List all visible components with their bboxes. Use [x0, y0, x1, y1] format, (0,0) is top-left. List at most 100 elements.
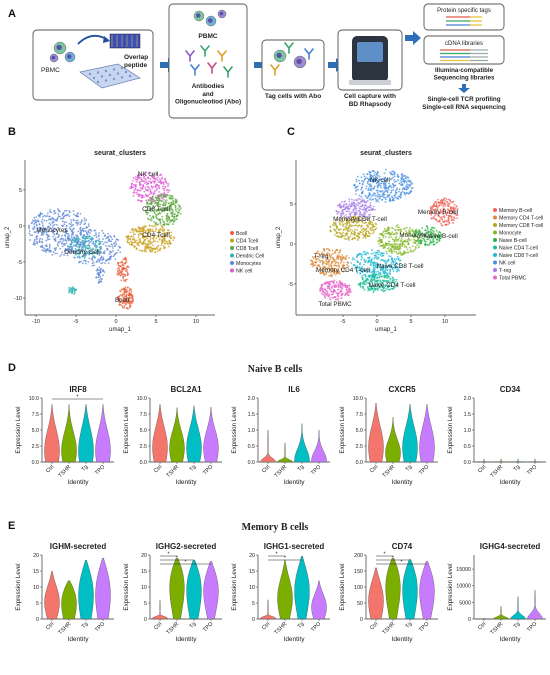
bcell-point [121, 272, 123, 274]
monocytes-point [73, 256, 76, 259]
c-nk-cell-point [406, 187, 409, 189]
c-treg-point [353, 205, 356, 208]
c-nk-cell-point [368, 177, 371, 180]
monocytes-point [48, 243, 51, 246]
cd8-tcell-point [162, 201, 165, 204]
c-nk-cell-point [370, 187, 373, 190]
nk-cell-point [167, 189, 169, 191]
umap-c-legend-item: Memory B-cell [499, 208, 532, 214]
tag-antibody-icon [284, 42, 294, 54]
c-treg-point [372, 205, 375, 208]
bcell-point [120, 299, 123, 302]
c-nk-cell-point [383, 186, 385, 189]
c-naive-cd8-point [386, 268, 389, 271]
bcell-point [128, 296, 131, 299]
c-treg-point [335, 210, 338, 213]
c-monocyte-point [411, 245, 414, 248]
monocytes-point [33, 222, 36, 225]
monocytes-point [48, 238, 51, 241]
c-treg-point [338, 204, 341, 207]
violin-e-violin [476, 618, 492, 620]
c-naive-cd8-point [393, 258, 396, 261]
c-memory-cd8-point [351, 221, 353, 223]
c-memory-cd4-point [312, 257, 315, 260]
c-memory-b-point [446, 212, 449, 215]
c-memory-cd8-point [360, 231, 363, 234]
tag-antibody-icon [270, 64, 280, 76]
cd8-tcell-point [157, 208, 160, 210]
bcell-point [124, 280, 126, 282]
violin-d-group-label: Ctrl [45, 464, 55, 474]
c-monocyte-point [400, 254, 402, 256]
c-nk-cell-point [385, 179, 388, 181]
c-naive-cd8-point [395, 262, 398, 264]
monocytes-point [83, 217, 86, 220]
monocytes-point [72, 231, 74, 234]
c-nk-cell-point [368, 198, 371, 201]
dendric-cell-point [91, 251, 94, 254]
c-monocyte-point [406, 231, 409, 234]
c-naive-cd8-point [375, 256, 378, 258]
monocytes-point [82, 262, 84, 265]
c-naive-cd4-point [370, 280, 373, 283]
nk-cell-point [137, 195, 140, 198]
c-memory-cd8-point [357, 217, 360, 220]
cd8-tcell-point [166, 219, 169, 222]
nk-cell-point [146, 177, 149, 179]
c-memory-b-point [446, 210, 449, 213]
c-memory-cd4-point [342, 263, 345, 266]
c-memory-cd4-point [331, 249, 334, 252]
cd8-tcell-point [159, 203, 162, 206]
c-naive-cd4-point [362, 280, 365, 283]
c-naive-cd8-point [368, 270, 371, 273]
bcell-point [116, 273, 119, 276]
c-monocyte-point [415, 247, 418, 249]
umap-c-y-tick-label: 5 [290, 202, 293, 208]
c-memory-cd4-point [332, 260, 335, 263]
nk-cell-point [152, 180, 154, 183]
monocytes-point [109, 258, 112, 261]
c-memory-cd8-point [337, 228, 340, 231]
c-naive-cd4-point [366, 278, 369, 281]
violin-e-group-label: Ctrl [153, 621, 163, 631]
nk-cell-point [165, 193, 168, 196]
cd4-tcell-point [141, 229, 144, 231]
c-naive-cd4-point [379, 273, 382, 276]
dendric-cell-point [70, 291, 73, 294]
c-total-pbmc-point [326, 292, 329, 295]
violin-d-group-label: TPO [526, 464, 539, 477]
c-monocyte-point [404, 239, 407, 242]
c-naive-cd4-point [371, 288, 374, 291]
down-arrow-icon [458, 84, 470, 93]
violin-e-sig-star: * [392, 556, 395, 562]
violin-e-gene-title: IGHG1-secreted [264, 542, 325, 551]
c-nk-cell-point [393, 181, 396, 183]
c-naive-cd4-point [387, 284, 390, 287]
c-nk-cell-point [410, 187, 413, 190]
dendric-cell-point [77, 255, 80, 257]
c-naive-cd8-point [353, 258, 356, 261]
nk-cell-point [162, 198, 165, 201]
monocytes-point [58, 210, 61, 213]
c-memory-cd8-point [372, 232, 374, 235]
c-monocyte-point [393, 233, 395, 235]
cd8-tcell-point [175, 210, 178, 212]
cd8-tcell-point [170, 195, 173, 197]
violin-d-violin [311, 429, 327, 463]
violin-d-ylabel: Expression Level [15, 406, 22, 453]
umap-c-cluster-label: Naive B-cell [424, 233, 458, 240]
c-naive-cd4-point [378, 275, 381, 278]
cd8-tcell-point [176, 215, 179, 217]
monocytes-point [110, 243, 113, 246]
nk-cell-point [158, 184, 160, 187]
well-icon [120, 66, 124, 70]
c-naive-cd8-point [381, 252, 383, 255]
umap-c-title: seurat_clusters [360, 150, 412, 157]
monocytes-point [50, 211, 53, 214]
violin-e-y-tick-label: 15000 [456, 567, 471, 573]
cd4-tcell-point [169, 236, 171, 239]
c-memory-b-point [447, 208, 450, 211]
c-nk-cell-point [371, 176, 374, 178]
violin-e-violin [61, 580, 77, 620]
bcell-point [126, 265, 128, 268]
